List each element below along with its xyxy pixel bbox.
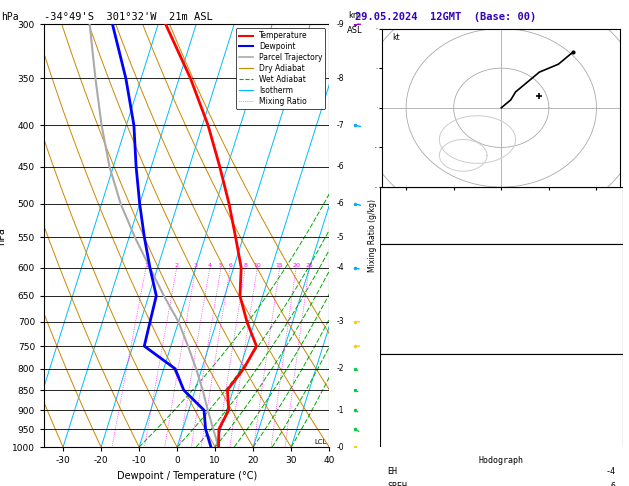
Text: © weatheronline.co.uk: © weatheronline.co.uk: [453, 436, 550, 445]
Text: SREH: SREH: [387, 482, 407, 486]
Text: 15: 15: [276, 263, 284, 268]
Text: Lifted Index: Lifted Index: [387, 311, 447, 319]
Text: Temp (°C): Temp (°C): [387, 263, 432, 272]
Text: 0: 0: [610, 326, 615, 335]
Text: 304: 304: [601, 389, 615, 398]
Legend: Temperature, Dewpoint, Parcel Trajectory, Dry Adiabat, Wet Adiabat, Isotherm, Mi: Temperature, Dewpoint, Parcel Trajectory…: [236, 28, 325, 109]
Bar: [380, 244, 623, 354]
Text: -4: -4: [606, 467, 615, 476]
Text: -6: -6: [337, 199, 345, 208]
Text: -4: -4: [337, 263, 345, 272]
Text: 0: 0: [610, 342, 615, 351]
Text: θₑ (K): θₑ (K): [387, 389, 417, 398]
Text: 6: 6: [610, 482, 615, 486]
Text: -2: -2: [337, 364, 344, 373]
Text: 750: 750: [601, 373, 615, 382]
Text: Dewp (°C): Dewp (°C): [387, 279, 432, 288]
Text: 10.9: 10.9: [596, 263, 615, 272]
Bar: [380, 354, 623, 449]
Text: 0: 0: [610, 437, 615, 446]
Text: Mixing Ratio (g/kg): Mixing Ratio (g/kg): [368, 199, 377, 272]
Text: Most Unstable: Most Unstable: [469, 361, 534, 369]
Text: CAPE (J): CAPE (J): [387, 326, 427, 335]
Bar: [380, 187, 623, 244]
Text: -8: -8: [337, 74, 344, 83]
Text: CAPE (J): CAPE (J): [387, 421, 427, 430]
Text: EH: EH: [387, 467, 397, 476]
Text: -1: -1: [337, 406, 344, 415]
Text: -7: -7: [337, 121, 345, 130]
Text: Lifted Index: Lifted Index: [387, 405, 447, 414]
Text: hPa: hPa: [1, 12, 19, 22]
Text: 8.9: 8.9: [601, 279, 615, 288]
Text: 10: 10: [253, 263, 261, 268]
Text: 29.05.2024  12GMT  (Base: 00): 29.05.2024 12GMT (Base: 00): [355, 12, 537, 22]
Text: 13: 13: [606, 311, 615, 319]
Text: 4: 4: [208, 263, 212, 268]
Text: km: km: [348, 11, 361, 20]
Text: 301: 301: [601, 295, 615, 304]
Y-axis label: hPa: hPa: [0, 227, 6, 244]
Text: -3: -3: [337, 317, 345, 327]
Text: -0: -0: [337, 443, 345, 451]
Text: θᴇ(K): θᴇ(K): [387, 295, 412, 304]
Text: 8: 8: [243, 263, 247, 268]
Text: K: K: [387, 194, 392, 203]
X-axis label: Dewpoint / Temperature (°C): Dewpoint / Temperature (°C): [116, 471, 257, 481]
Text: -34°49'S  301°32'W  21m ASL: -34°49'S 301°32'W 21m ASL: [44, 12, 213, 22]
Text: -5: -5: [337, 233, 345, 242]
Text: PW (cm): PW (cm): [387, 226, 422, 236]
Text: 2: 2: [175, 263, 179, 268]
Text: Hodograph: Hodograph: [479, 455, 524, 465]
Text: 14: 14: [606, 405, 615, 414]
Text: 0: 0: [610, 421, 615, 430]
Text: 1: 1: [144, 263, 148, 268]
Text: 34: 34: [606, 210, 615, 219]
Text: CIN (J): CIN (J): [387, 437, 422, 446]
Text: -3: -3: [606, 194, 615, 203]
Text: 3: 3: [194, 263, 198, 268]
Text: LCL: LCL: [315, 439, 327, 445]
Text: 5: 5: [219, 263, 223, 268]
Text: ASL: ASL: [347, 26, 362, 35]
Text: Totals Totals: Totals Totals: [387, 210, 452, 219]
Bar: [380, 449, 623, 486]
Text: -9: -9: [337, 20, 345, 29]
Text: -6: -6: [337, 162, 345, 171]
Text: 20: 20: [292, 263, 300, 268]
Text: 6: 6: [228, 263, 232, 268]
Text: Pressure (mb): Pressure (mb): [387, 373, 452, 382]
Text: 1.62: 1.62: [596, 226, 615, 236]
Text: CIN (J): CIN (J): [387, 342, 422, 351]
Text: Surface: Surface: [484, 250, 519, 260]
Text: 25: 25: [305, 263, 313, 268]
